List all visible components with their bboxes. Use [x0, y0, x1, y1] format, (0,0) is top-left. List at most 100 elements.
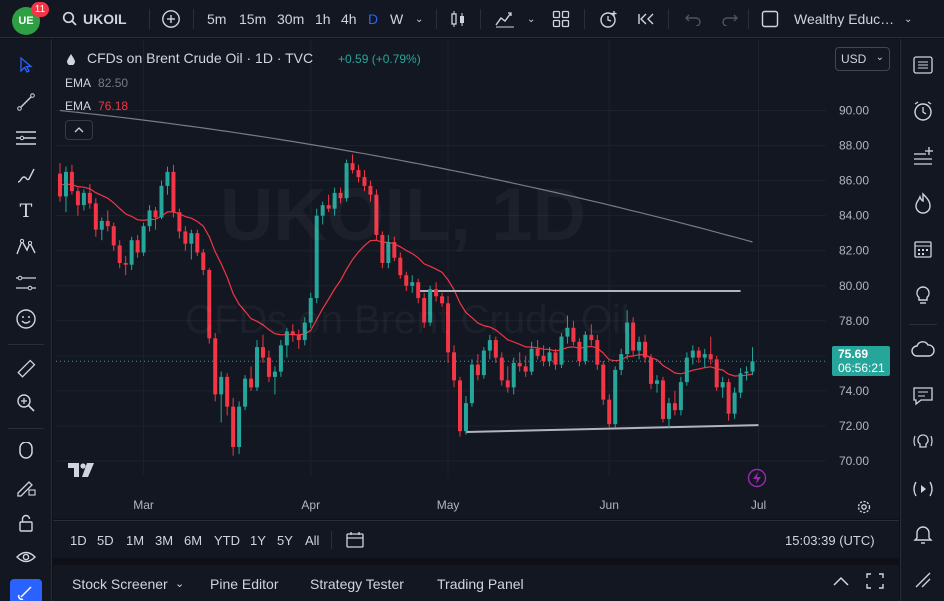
interval-1h[interactable]: 1h — [315, 11, 331, 27]
candle — [595, 334, 600, 370]
candle-body — [714, 359, 719, 388]
candle — [99, 217, 104, 241]
candle-body — [565, 327, 570, 337]
layout-button[interactable] — [552, 0, 570, 38]
prediction-icon[interactable] — [13, 270, 39, 296]
tab-pine-editor[interactable]: Pine Editor — [210, 576, 279, 592]
price-chart[interactable]: 90.0088.0086.0084.0082.0080.0078.0076.00… — [53, 39, 899, 519]
candle — [589, 324, 594, 346]
candle-body — [392, 241, 397, 258]
collapse-panel-chevron-up-icon[interactable] — [832, 574, 850, 592]
object-tree-button[interactable] — [10, 579, 42, 601]
chat-bubble-icon[interactable] — [909, 382, 937, 410]
redo-button[interactable] — [721, 0, 739, 38]
pattern-icon[interactable] — [13, 234, 39, 260]
candle — [225, 373, 230, 416]
add-list-icon[interactable] — [909, 142, 937, 170]
maximize-panel-icon[interactable] — [866, 573, 884, 594]
candle — [69, 164, 74, 195]
range-5d[interactable]: 5D — [97, 533, 114, 548]
chart-settings-gear-icon[interactable] — [855, 498, 873, 516]
drawn-levels — [56, 290, 826, 433]
candle — [750, 347, 755, 376]
eye-icon[interactable] — [13, 544, 39, 570]
range-1d[interactable]: 1D — [70, 533, 87, 548]
candle — [559, 333, 564, 369]
cursor-icon[interactable] — [13, 52, 39, 78]
goto-date-calendar-icon[interactable] — [345, 530, 365, 555]
interval-d-active[interactable]: D — [368, 11, 379, 27]
tab-stock-screener[interactable]: Stock Screener — [72, 576, 168, 592]
indicators-button[interactable] — [494, 0, 516, 38]
screener-chevron-down-icon[interactable]: ⌄ — [175, 578, 185, 590]
interval-dropdown-chevron-down-icon[interactable]: ⌄ — [415, 13, 424, 25]
menu-dots-icon[interactable] — [909, 566, 937, 594]
compare-add-button[interactable] — [161, 0, 181, 38]
candle — [290, 324, 295, 342]
interval-15m[interactable]: 15m — [239, 11, 267, 27]
zoom-in-icon[interactable] — [13, 390, 39, 416]
layout-checkbox[interactable] — [761, 0, 779, 38]
ruler-icon[interactable] — [13, 356, 39, 382]
currency-select[interactable]: USD ⌄ — [835, 47, 890, 71]
broadcast-play-icon[interactable] — [909, 475, 937, 503]
collapse-legend-button[interactable] — [65, 120, 93, 140]
divider — [668, 9, 669, 29]
notifications-bell-icon[interactable] — [909, 520, 937, 548]
brush-icon[interactable] — [13, 162, 39, 188]
tab-strategy-tester[interactable]: Strategy Tester — [310, 576, 404, 592]
symbol-name: UKOIL — [83, 11, 127, 27]
trend-line-icon[interactable] — [13, 89, 39, 115]
utc-clock[interactable]: 15:03:39 (UTC) — [785, 533, 875, 548]
alerts-clock-icon[interactable] — [909, 97, 937, 125]
tab-trading-panel[interactable]: Trading Panel — [437, 576, 524, 592]
candle — [344, 159, 349, 202]
ideas-lightbulb-icon[interactable] — [909, 282, 937, 310]
chart-type-button[interactable] — [448, 0, 468, 38]
account-name[interactable]: Wealthy Educ… — [794, 11, 895, 27]
range-3m[interactable]: 3M — [155, 533, 174, 548]
chart-pane[interactable]: 90.0088.0086.0084.0082.0080.0078.0076.00… — [53, 39, 899, 519]
hotlist-flame-icon[interactable] — [909, 189, 937, 217]
range-1y[interactable]: 1Y — [250, 533, 266, 548]
horizontal-lines-icon[interactable] — [13, 125, 39, 151]
symbol-legend-title[interactable]: CFDs on Brent Crude Oil · 1D · TVC — [87, 50, 314, 66]
candle — [392, 236, 397, 262]
undo-button[interactable] — [684, 0, 702, 38]
replay-button[interactable] — [637, 0, 657, 38]
magnet-icon[interactable] — [13, 439, 39, 465]
ema-short-legend[interactable]: EMA 76.18 — [65, 99, 128, 113]
interval-5m[interactable]: 5m — [207, 11, 227, 27]
cloud-chat-icon[interactable] — [909, 336, 937, 364]
alert-button[interactable] — [598, 0, 620, 38]
interval-30m[interactable]: 30m — [277, 11, 305, 27]
emoji-icon[interactable] — [13, 306, 39, 332]
watchlist-icon[interactable] — [909, 51, 937, 79]
candle-body — [702, 354, 707, 358]
candle-body — [577, 341, 582, 362]
lock-pencil-icon[interactable] — [13, 474, 39, 500]
range-6m[interactable]: 6M — [184, 533, 203, 548]
account-chevron-down-icon[interactable]: ⌄ — [904, 13, 913, 25]
candle — [183, 226, 188, 251]
ema-long-legend[interactable]: EMA 82.50 — [65, 76, 128, 90]
indicators-chevron-down-icon[interactable]: ⌄ — [527, 13, 536, 25]
interval-w[interactable]: W — [390, 11, 404, 27]
text-tool-icon[interactable]: T — [19, 200, 33, 222]
candle — [75, 187, 80, 216]
interval-4h[interactable]: 4h — [341, 11, 357, 27]
date-tick-label: Jun — [600, 498, 619, 512]
ema-lines — [59, 109, 753, 377]
lock-icon[interactable] — [13, 510, 39, 536]
range-ytd[interactable]: YTD — [214, 533, 240, 548]
help-lightbulb-signal-icon[interactable] — [909, 428, 937, 456]
candle — [189, 229, 194, 260]
flash-icon[interactable] — [747, 468, 767, 488]
range-5y[interactable]: 5Y — [277, 533, 293, 548]
range-all[interactable]: All — [305, 533, 320, 548]
calendar-icon[interactable] — [909, 235, 937, 263]
symbol-search[interactable]: UKOIL — [62, 0, 127, 38]
tradingview-logo[interactable] — [67, 461, 99, 484]
candle — [726, 378, 731, 421]
range-1m[interactable]: 1M — [126, 533, 145, 548]
